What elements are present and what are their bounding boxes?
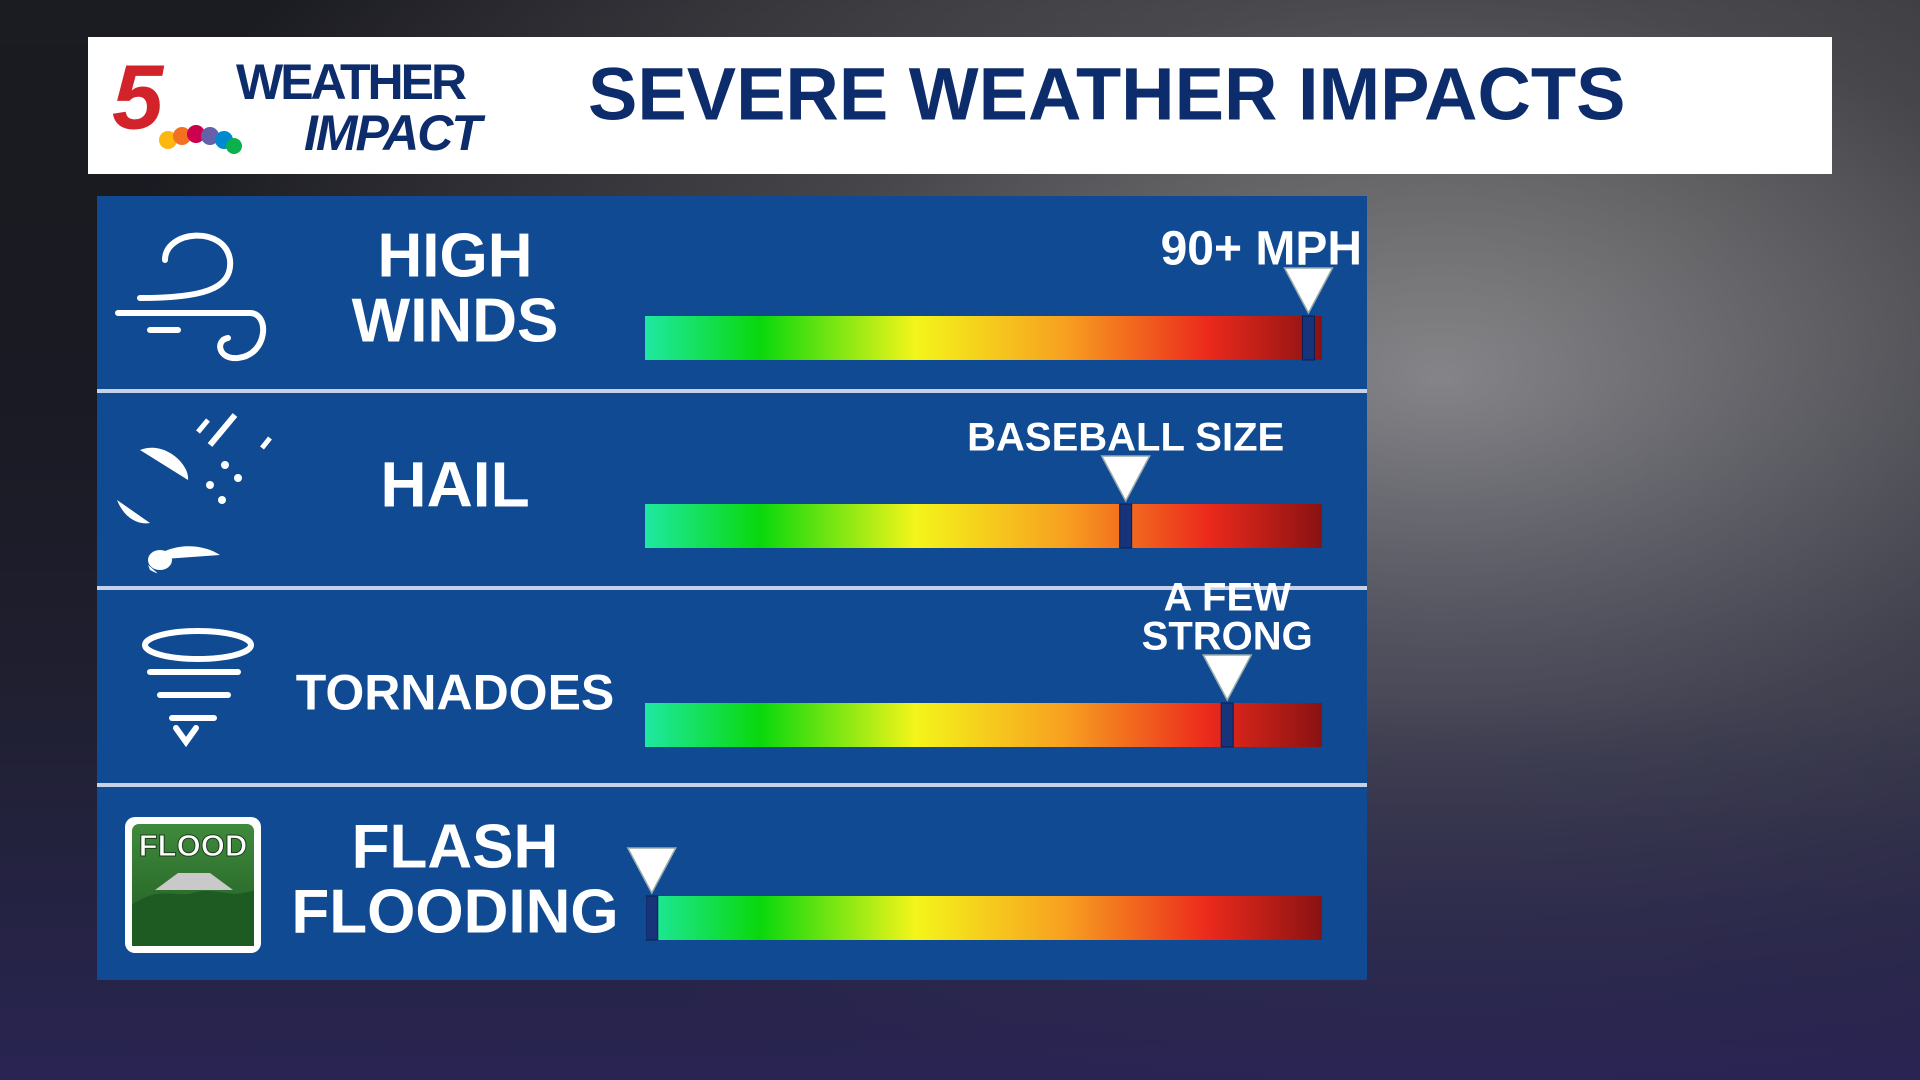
flood-icon: FLOOD [125,817,261,953]
gauge-pointer [1283,267,1334,315]
row-divider [97,586,1367,590]
gauge-marker [1301,315,1315,361]
row-label: TORNADOES [296,665,615,721]
header-bar [88,37,1832,174]
row-label: FLASH [352,812,559,881]
gauge-marker [1119,503,1133,549]
peacock [159,125,242,154]
logo-top: WEATHER [236,54,467,110]
logo-bottom: IMPACT [304,105,486,161]
gauge-marker [645,895,659,941]
tornado-icon [142,628,254,748]
gauge-marker [1220,702,1234,748]
title: SEVERE WEATHER IMPACTS [588,53,1625,136]
row-label: HAIL [380,448,529,520]
gauge-pointer [626,847,678,895]
gauge-pointer [1201,654,1253,702]
gauge-bar [645,316,1322,360]
hail-icon [117,413,272,574]
gauge-bar [645,896,1322,940]
logo-number: 5 [112,46,165,148]
callout-text: STRONG [1142,615,1313,659]
row-label: HIGH [378,221,533,290]
row-divider [97,783,1367,787]
row-label: WINDS [352,286,559,355]
gauge-pointer [1100,455,1151,503]
wind-icon [115,232,267,362]
callout-text: 90+ MPH [1161,223,1362,276]
gauge-bar [645,504,1322,548]
callout-text: A FEW [1164,575,1292,619]
row-divider [97,389,1367,393]
callout-text: BASEBALL SIZE [967,416,1284,460]
flood-icon-text: FLOOD [139,828,248,863]
gauge-bar [645,703,1322,747]
row-label: FLOODING [291,877,618,946]
